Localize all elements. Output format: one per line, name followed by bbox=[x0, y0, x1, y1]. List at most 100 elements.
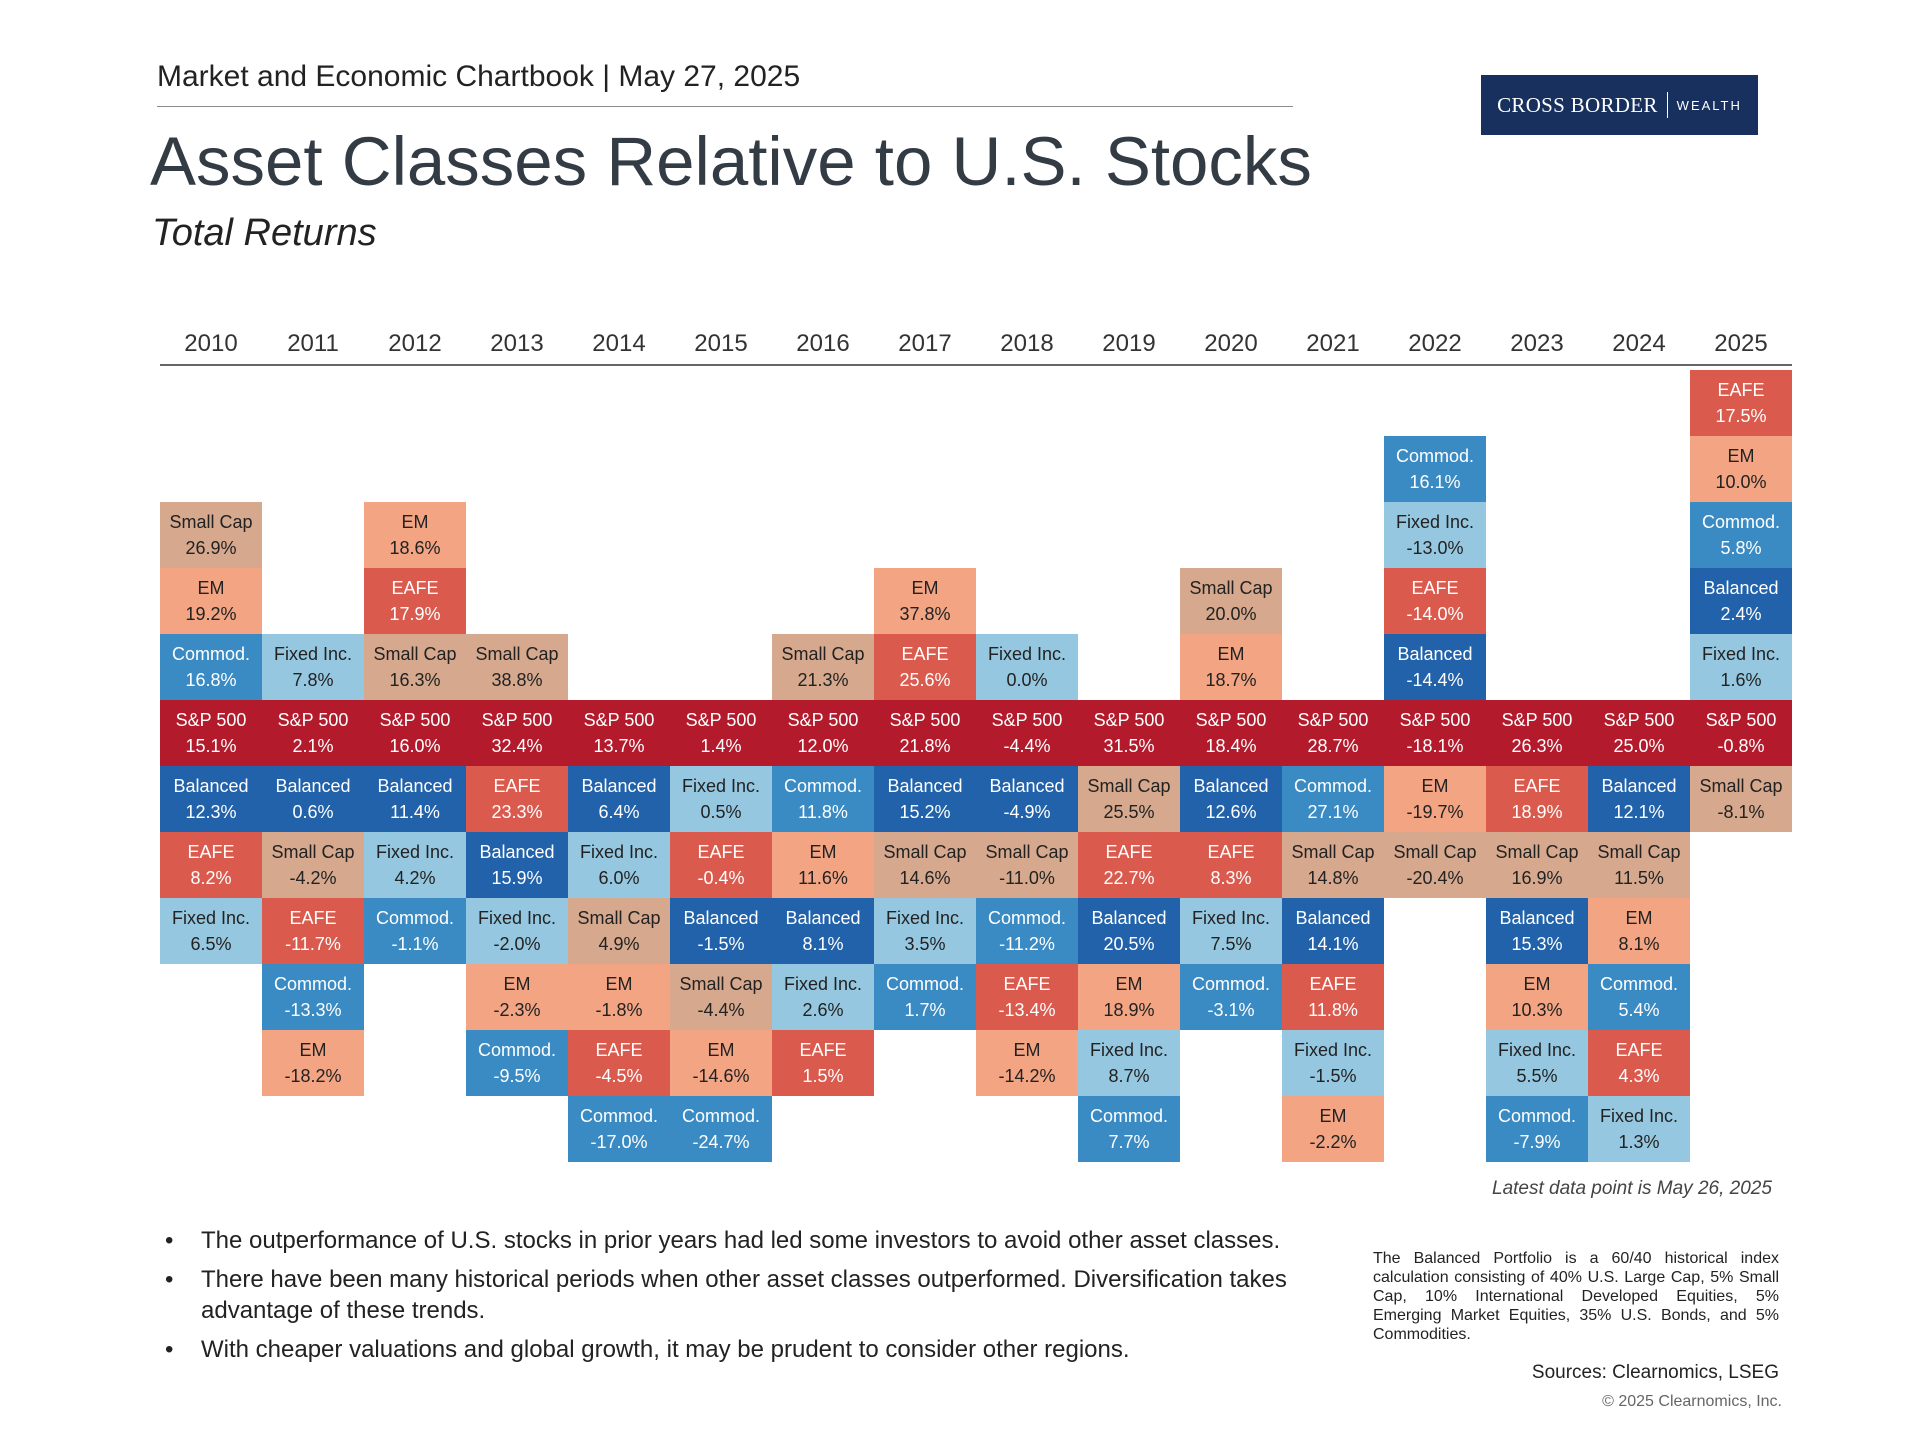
sources-line: Sources: Clearnomics, LSEG bbox=[1531, 1362, 1779, 1383]
cell-return-value: 16.0% bbox=[389, 736, 441, 756]
quilt-cell-2013-small-cap: Small Cap 38.8% bbox=[466, 634, 568, 700]
header-divider bbox=[157, 106, 1293, 107]
year-label-2017: 2017 bbox=[898, 330, 952, 357]
cell-return-value: 5.4% bbox=[1618, 1000, 1660, 1020]
quilt-cell-2011-fixed-inc: Fixed Inc. 7.8% bbox=[262, 634, 364, 700]
year-label-2020: 2020 bbox=[1204, 330, 1258, 357]
cell-return-value: -4.5% bbox=[595, 1066, 643, 1086]
cell-asset-label: EM bbox=[809, 842, 837, 862]
quilt-cell-2017-commod: Commod. 1.7% bbox=[874, 964, 976, 1030]
cell-return-value: 5.5% bbox=[1516, 1066, 1558, 1086]
balanced-portfolio-footnote: The Balanced Portfolio is a 60/40 histor… bbox=[1373, 1250, 1779, 1343]
quilt-cell-2022-balanced: Balanced -14.4% bbox=[1384, 634, 1486, 700]
cell-return-value: 6.4% bbox=[598, 802, 640, 822]
cell-return-value: 25.0% bbox=[1613, 736, 1665, 756]
quilt-cell-2014-fixed-inc: Fixed Inc. 6.0% bbox=[568, 832, 670, 898]
quilt-cell-2021-balanced: Balanced 14.1% bbox=[1282, 898, 1384, 964]
quilt-cell-2015-fixed-inc: Fixed Inc. 0.5% bbox=[670, 766, 772, 832]
cell-return-value: 8.3% bbox=[1210, 868, 1252, 888]
cell-asset-label: EM bbox=[1421, 776, 1449, 796]
cell-return-value: 11.6% bbox=[798, 868, 848, 888]
cell-return-value: 16.3% bbox=[389, 670, 441, 690]
cell-return-value: 37.8% bbox=[899, 604, 951, 624]
cell-return-value: -0.8% bbox=[1717, 736, 1765, 756]
cell-asset-label: Commod. bbox=[477, 1040, 557, 1060]
quilt-cell-2021-commod: Commod. 27.1% bbox=[1282, 766, 1384, 832]
cell-return-value: 6.0% bbox=[598, 868, 640, 888]
cell-asset-label: Commod. bbox=[375, 908, 455, 928]
quilt-cell-2025-fixed-inc: Fixed Inc. 1.6% bbox=[1690, 634, 1792, 700]
cell-return-value: -13.3% bbox=[284, 1000, 342, 1020]
quilt-cell-2013-fixed-inc: Fixed Inc. -2.0% bbox=[466, 898, 568, 964]
cell-return-value: -4.9% bbox=[1003, 802, 1051, 822]
cell-return-value: -13.4% bbox=[998, 1000, 1056, 1020]
cell-return-value: 14.8% bbox=[1307, 868, 1359, 888]
cell-return-value: 17.9% bbox=[389, 604, 441, 624]
cell-asset-label: Fixed Inc. bbox=[579, 842, 659, 862]
year-header-row: 2010 2011 2012 2013 2014 2015 2016 2017 2018 2019… bbox=[160, 330, 1792, 364]
quilt-cell-2014-balanced: Balanced 6.4% bbox=[568, 766, 670, 832]
quilt-cell-2024-eafe: EAFE 4.3% bbox=[1588, 1030, 1690, 1096]
cell-return-value: 1.7% bbox=[904, 1000, 946, 1020]
quilt-cell-2018-eafe: EAFE -13.4% bbox=[976, 964, 1078, 1030]
cell-return-value: 16.8% bbox=[185, 670, 237, 690]
quilt-cell-2014-commod: Commod. -17.0% bbox=[568, 1096, 670, 1162]
cell-asset-label: EM bbox=[605, 974, 633, 994]
cell-return-value: 32.4% bbox=[491, 736, 543, 756]
quilt-cell-2016-em: EM 11.6% bbox=[772, 832, 874, 898]
cell-return-value: 21.8% bbox=[899, 736, 951, 756]
cell-return-value: -1.5% bbox=[697, 934, 745, 954]
quilt-cell-2023-small-cap: Small Cap 16.9% bbox=[1486, 832, 1588, 898]
cell-asset-label: S&P 500 bbox=[1501, 710, 1573, 730]
cell-asset-label: S&P 500 bbox=[787, 710, 859, 730]
quilt-cell-2016-commod: Commod. 11.8% bbox=[772, 766, 874, 832]
cell-asset-label: Small Cap bbox=[373, 644, 457, 664]
quilt-cell-2021-fixed-inc: Fixed Inc. -1.5% bbox=[1282, 1030, 1384, 1096]
cell-return-value: 8.1% bbox=[802, 934, 844, 954]
year-label-2014: 2014 bbox=[592, 330, 646, 357]
cell-asset-label: Balanced bbox=[1499, 908, 1575, 928]
cell-asset-label: S&P 500 bbox=[277, 710, 349, 730]
cell-return-value: 8.7% bbox=[1108, 1066, 1150, 1086]
cell-return-value: 16.9% bbox=[1511, 868, 1563, 888]
cell-return-value: -14.2% bbox=[998, 1066, 1056, 1086]
cell-asset-label: EM bbox=[1523, 974, 1551, 994]
quilt-cell-2023-fixed-inc: Fixed Inc. 5.5% bbox=[1486, 1030, 1588, 1096]
quilt-cell-2021-small-cap: Small Cap 14.8% bbox=[1282, 832, 1384, 898]
cell-return-value: -24.7% bbox=[692, 1132, 750, 1152]
cell-return-value: -1.1% bbox=[391, 934, 439, 954]
cell-asset-label: Commod. bbox=[171, 644, 251, 664]
quilt-cell-2015-eafe: EAFE -0.4% bbox=[670, 832, 772, 898]
cell-asset-label: Fixed Inc. bbox=[1395, 512, 1475, 532]
quilt-cell-2010-em: EM 19.2% bbox=[160, 568, 262, 634]
cell-return-value: 20.0% bbox=[1205, 604, 1257, 624]
quilt-cell-2019-sp500: S&P 500 31.5% bbox=[1078, 700, 1180, 766]
year-label-2012: 2012 bbox=[388, 330, 442, 357]
cell-return-value: 7.5% bbox=[1210, 934, 1252, 954]
quilt-cell-2022-eafe: EAFE -14.0% bbox=[1384, 568, 1486, 634]
quilt-cell-2013-commod: Commod. -9.5% bbox=[466, 1030, 568, 1096]
quilt-cell-2018-fixed-inc: Fixed Inc. 0.0% bbox=[976, 634, 1078, 700]
cell-asset-label: Small Cap bbox=[1597, 842, 1681, 862]
cell-asset-label: EAFE bbox=[1207, 842, 1255, 862]
quilt-cell-2016-small-cap: Small Cap 21.3% bbox=[772, 634, 874, 700]
cell-asset-label: EAFE bbox=[1615, 1040, 1663, 1060]
cell-return-value: 14.1% bbox=[1307, 934, 1359, 954]
quilt-cell-2011-sp500: S&P 500 2.1% bbox=[262, 700, 364, 766]
cell-return-value: 15.1% bbox=[185, 736, 237, 756]
quilt-cell-2023-balanced: Balanced 15.3% bbox=[1486, 898, 1588, 964]
quilt-cell-2012-eafe: EAFE 17.9% bbox=[364, 568, 466, 634]
cell-asset-label: S&P 500 bbox=[1297, 710, 1369, 730]
cell-return-value: -7.9% bbox=[1513, 1132, 1561, 1152]
cell-asset-label: S&P 500 bbox=[1399, 710, 1471, 730]
cell-asset-label: EM bbox=[197, 578, 225, 598]
cell-asset-label: Fixed Inc. bbox=[171, 908, 251, 928]
cell-return-value: 6.5% bbox=[190, 934, 232, 954]
cell-return-value: 31.5% bbox=[1103, 736, 1155, 756]
cell-asset-label: Small Cap bbox=[1189, 578, 1273, 598]
cell-return-value: 12.0% bbox=[797, 736, 849, 756]
cell-asset-label: S&P 500 bbox=[379, 710, 451, 730]
cell-asset-label: S&P 500 bbox=[1705, 710, 1777, 730]
quilt-cell-2017-em: EM 37.8% bbox=[874, 568, 976, 634]
cell-asset-label: EAFE bbox=[901, 644, 949, 664]
